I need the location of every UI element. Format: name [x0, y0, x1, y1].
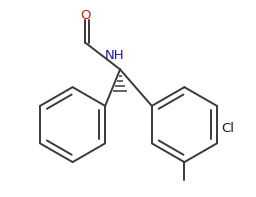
Text: O: O — [80, 9, 91, 22]
Text: NH: NH — [104, 49, 124, 62]
Text: Cl: Cl — [221, 122, 234, 135]
